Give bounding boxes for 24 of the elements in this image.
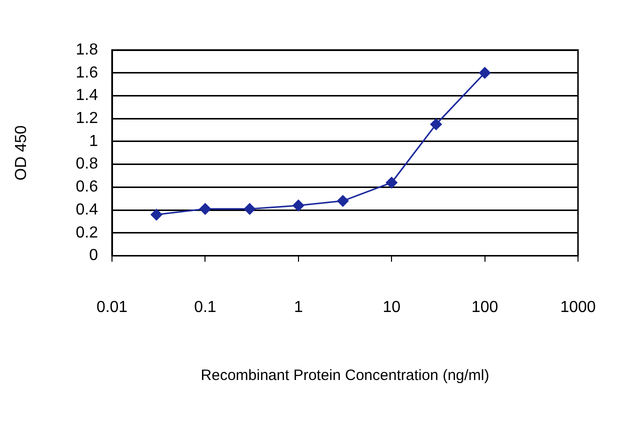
point <box>244 203 256 215</box>
y-tick-label: 1 <box>89 132 98 150</box>
y-tick-label: 0.8 <box>76 156 98 173</box>
x-tick-label: 1 <box>294 298 303 316</box>
y-tick-label: 1.4 <box>76 87 98 104</box>
y-tick-label: 0.6 <box>76 178 98 196</box>
x-axis-title: Recombinant Protein Concentration (ng/ml) <box>200 367 490 384</box>
y-axis-title: OD 450 <box>13 125 30 180</box>
x-tick-label: 100 <box>471 298 498 316</box>
point <box>337 195 349 207</box>
x-tick-label: 0.01 <box>96 298 128 316</box>
point <box>386 176 398 188</box>
point <box>479 67 491 79</box>
x-tick-label: 10 <box>382 298 401 316</box>
y-tick-label: 1.8 <box>76 41 98 58</box>
y-tick-label: 1.6 <box>76 64 98 82</box>
y-tick-label: 1.2 <box>76 110 98 128</box>
y-tick-label: 0.4 <box>76 201 98 218</box>
x-tick-label: 1000 <box>560 298 596 316</box>
y-tick-label: 0.2 <box>76 224 98 242</box>
y-tick-label: 0 <box>89 247 98 264</box>
x-tick-label: 0.1 <box>194 298 216 316</box>
point <box>292 200 304 212</box>
point <box>150 208 162 220</box>
